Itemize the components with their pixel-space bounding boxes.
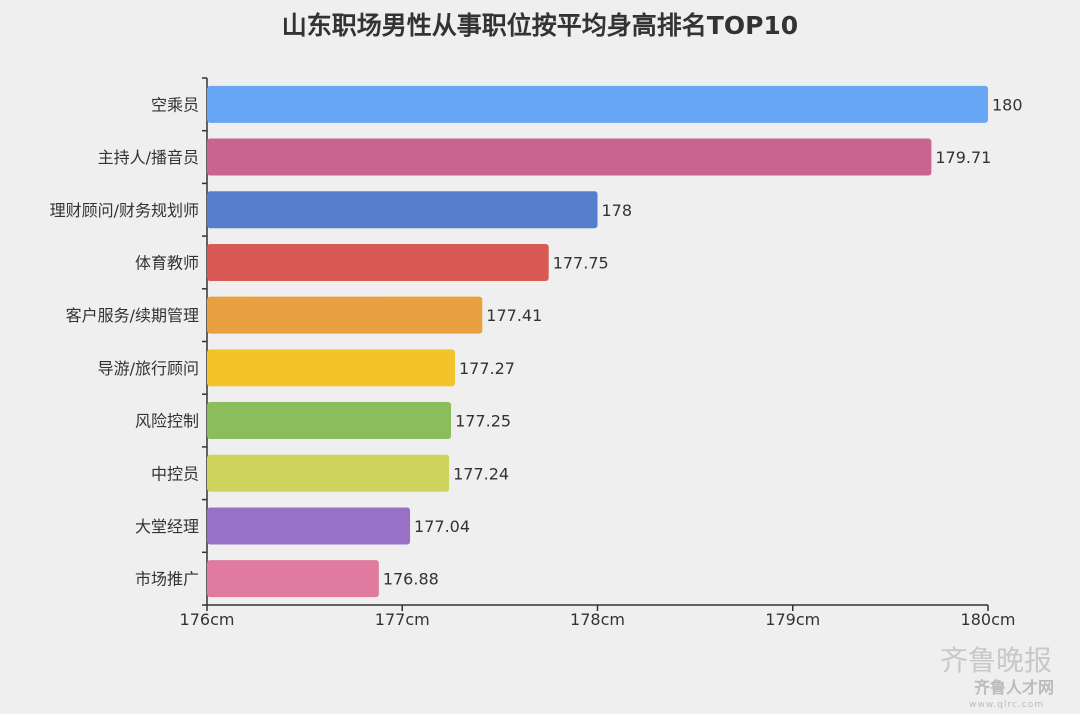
bar [207, 138, 932, 176]
data-label: 177.41 [486, 306, 542, 325]
bar [207, 243, 549, 281]
bar [207, 454, 450, 492]
category-label: 风险控制 [135, 412, 199, 431]
category-label: 大堂经理 [135, 517, 199, 536]
bar [207, 85, 988, 123]
x-tick-label: 177cm [375, 610, 430, 629]
category-label: 中控员 [151, 464, 199, 483]
data-label: 180 [992, 95, 1023, 114]
category-label: 导游/旅行顾问 [98, 359, 199, 378]
bar [207, 296, 483, 334]
data-label: 177.25 [455, 412, 511, 431]
data-label: 177.24 [453, 464, 509, 483]
data-label: 179.71 [935, 148, 991, 167]
watermark-site: 齐鲁人才网 [973, 678, 1054, 697]
bar [207, 191, 598, 229]
bar [207, 507, 411, 545]
watermark-url: www.qlrc.com [969, 700, 1044, 710]
category-label: 市场推广 [135, 570, 199, 589]
category-label: 客户服务/续期管理 [66, 306, 199, 325]
x-tick-label: 178cm [570, 610, 625, 629]
category-label: 空乘员 [151, 95, 199, 114]
data-label: 177.75 [553, 253, 609, 272]
data-label: 176.88 [383, 570, 439, 589]
x-tick-label: 179cm [765, 610, 820, 629]
bar [207, 560, 379, 598]
watermark-newspaper: 齐鲁晚报 [939, 644, 1052, 677]
bar [207, 402, 452, 440]
x-tick-label: 176cm [180, 610, 235, 629]
category-label: 体育教师 [135, 253, 199, 272]
x-tick-label: 180cm [961, 610, 1016, 629]
category-label: 主持人/播音员 [98, 148, 199, 167]
data-label: 177.04 [414, 517, 470, 536]
data-label: 178 [602, 201, 633, 220]
category-label: 理财顾问/财务规划师 [50, 201, 199, 220]
data-label: 177.27 [459, 359, 515, 378]
chart-title: 山东职场男性从事职位按平均身高排名TOP10 [281, 11, 799, 40]
bar [207, 349, 455, 387]
